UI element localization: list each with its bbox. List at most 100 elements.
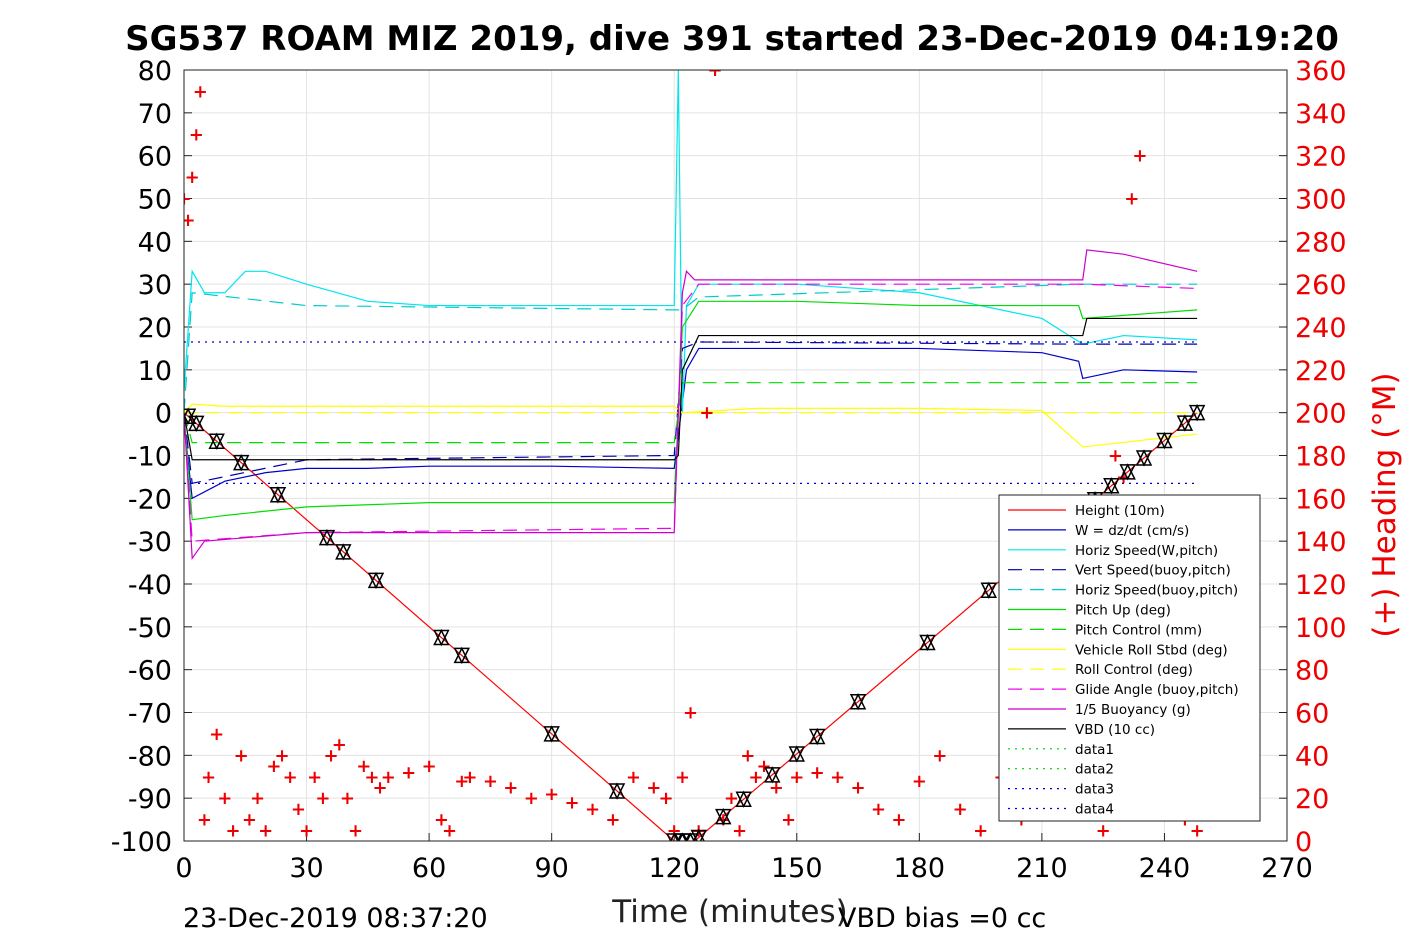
series-layer xyxy=(184,70,1198,841)
heading-marker: + xyxy=(462,767,477,788)
y-tick-label-left: -60 xyxy=(128,656,172,687)
x-tick-label: 270 xyxy=(1261,853,1313,884)
y-tick-label-left: 70 xyxy=(138,99,172,130)
series-line xyxy=(184,283,1198,413)
marker-triangle-up xyxy=(919,633,936,651)
legend-label: Horiz Speed(buoy,pitch) xyxy=(1075,583,1238,599)
legend-label: Horiz Speed(W,pitch) xyxy=(1075,543,1218,559)
heading-marker: + xyxy=(283,767,298,788)
y-tick-label-right: 120 xyxy=(1295,570,1347,601)
heading-marker: + xyxy=(699,403,714,424)
marker-triangle-up xyxy=(269,486,287,503)
heading-marker: + xyxy=(503,777,518,798)
heading-marker: + xyxy=(291,799,306,820)
y-tick-label-right: 180 xyxy=(1295,442,1347,473)
y-tick-label-right: 360 xyxy=(1295,56,1347,87)
plot-frame xyxy=(183,69,1288,842)
y-tick-label-right: 60 xyxy=(1295,699,1329,730)
y-tick-label-left: -30 xyxy=(128,527,172,558)
heading-marker: + xyxy=(659,788,674,809)
heading-marker: + xyxy=(340,788,355,809)
marker-triangle-up xyxy=(608,782,626,799)
legend-label: Pitch Up (deg) xyxy=(1075,603,1171,619)
heading-marker: + xyxy=(973,820,988,841)
y-tick-label-right: 100 xyxy=(1295,613,1347,644)
marker-triangle-up xyxy=(715,807,732,825)
marker-triangle-up xyxy=(849,693,867,710)
y-tick-label-left: -10 xyxy=(128,442,172,473)
heading-marker: + xyxy=(434,810,449,831)
marker-triangle-up xyxy=(764,766,781,783)
heading-marker: + xyxy=(315,788,330,809)
x-tick-label: 30 xyxy=(289,853,323,884)
legend-label: data1 xyxy=(1075,742,1114,758)
heading-marker: + xyxy=(891,810,906,831)
series-line xyxy=(184,412,1198,841)
marker-triangle-up xyxy=(1135,449,1153,466)
series-line xyxy=(184,317,1198,461)
heading-marker: + xyxy=(1116,467,1131,488)
heading-marker: + xyxy=(258,820,273,841)
y-tick-label-right: 240 xyxy=(1295,313,1347,344)
x-axis-label: Time (minutes) xyxy=(611,894,847,930)
heading-marker: + xyxy=(181,210,196,231)
y-tick-label-left: -80 xyxy=(128,741,172,772)
y-tick-label-left: -40 xyxy=(128,570,172,601)
marker-triangle-up xyxy=(1176,414,1194,431)
heading-marker: + xyxy=(250,788,265,809)
heading-marker: + xyxy=(299,820,314,841)
y-tick-label-right: 340 xyxy=(1295,99,1347,130)
heading-marker: + xyxy=(830,767,845,788)
marker-triangle-up xyxy=(433,628,450,646)
heading-marker: + xyxy=(401,762,416,783)
marker-triangle-up xyxy=(232,453,250,471)
heading-marker: + xyxy=(565,792,580,813)
marker-triangle-up xyxy=(1103,477,1120,494)
x-tick-label: 150 xyxy=(771,853,823,884)
legend-label: data3 xyxy=(1075,782,1114,798)
heading-marker: + xyxy=(189,124,204,145)
heading-marker: + xyxy=(217,788,232,809)
series-line xyxy=(184,70,1198,413)
marker-triangle-up xyxy=(367,571,385,589)
heading-marker: + xyxy=(953,799,968,820)
heading-marker: + xyxy=(197,810,212,831)
legend-label: Pitch Control (mm) xyxy=(1075,622,1202,638)
heading-marker: + xyxy=(1190,820,1205,841)
marker-triangle-up xyxy=(788,745,805,762)
heading-marker: + xyxy=(667,820,682,841)
heading-marker: + xyxy=(748,767,763,788)
y-tick-label-right: 40 xyxy=(1295,741,1329,772)
y-tick-label-left: -100 xyxy=(111,827,172,858)
heading-marker: + xyxy=(201,767,216,788)
x-tick-label: 0 xyxy=(175,853,192,884)
legend-label: Vert Speed(buoy,pitch) xyxy=(1075,563,1231,579)
heading-marker: + xyxy=(544,784,559,805)
heading-marker: + xyxy=(675,767,690,788)
y-tick-label-left: -20 xyxy=(128,484,172,515)
y-tick-label-left: -50 xyxy=(128,613,172,644)
y-tick-label-right: 320 xyxy=(1295,142,1347,173)
x-tick-label: 210 xyxy=(1016,853,1068,884)
y-tick-label-right: 300 xyxy=(1295,185,1347,216)
y-tick-labels-right: 3603403203002802602402202001801601401201… xyxy=(1295,56,1347,858)
y-tick-label-right: 160 xyxy=(1295,484,1347,515)
y-axis-label-right: (+) Heading (°M) xyxy=(1367,372,1403,637)
marker-layer xyxy=(184,403,1206,841)
marker-triangle-up xyxy=(543,725,560,742)
marker-triangle-up xyxy=(1188,403,1206,421)
footer-timestamp: 23-Dec-2019 08:37:20 xyxy=(183,903,488,934)
footer-vbd-bias: VBD bias =0 cc xyxy=(838,903,1046,934)
heading-marker: + xyxy=(274,745,289,766)
heading-marker: + xyxy=(789,767,804,788)
legend-label: Glide Angle (buoy,pitch) xyxy=(1075,682,1239,698)
heading-marker: + xyxy=(373,777,388,798)
x-tick-label: 240 xyxy=(1139,853,1191,884)
y-tick-label-right: 220 xyxy=(1295,356,1347,387)
heading-marker: + xyxy=(483,771,498,792)
y-tick-label-left: -70 xyxy=(128,699,172,730)
heading-marker: + xyxy=(605,810,620,831)
heading-marker: + xyxy=(740,745,755,766)
heading-marker: + xyxy=(225,820,240,841)
marker-triangle-up xyxy=(1156,431,1173,449)
